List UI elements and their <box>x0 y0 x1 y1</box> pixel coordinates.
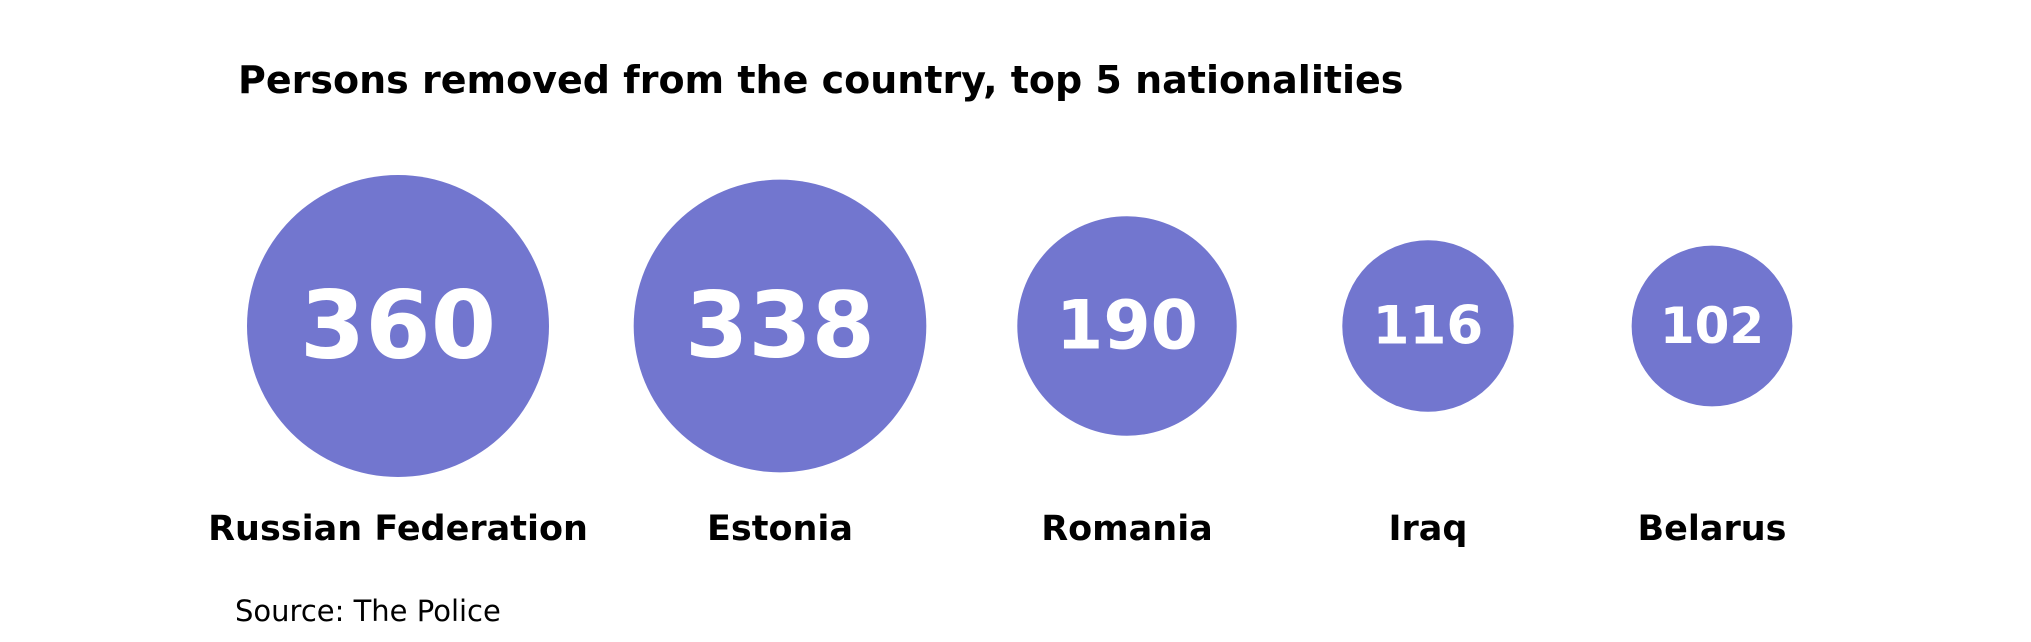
bubble-romania <box>1017 216 1237 436</box>
bubble-russian-federation <box>247 175 549 477</box>
category-label-belarus: Belarus <box>1637 509 1786 549</box>
category-label-estonia: Estonia <box>707 509 853 549</box>
bubble-value-estonia: 338 <box>685 274 875 379</box>
category-label-russian-federation: Russian Federation <box>208 509 588 549</box>
bubbles-layer: 360 338 190 116 102 <box>247 175 1793 477</box>
bubble-value-russian-federation: 360 <box>300 272 496 381</box>
category-labels-layer: Russian Federation Estonia Romania Iraq Bela… <box>208 509 1786 549</box>
category-label-romania: Romania <box>1041 509 1213 549</box>
bubble-estonia <box>633 179 927 473</box>
bubble-iraq <box>1342 240 1514 412</box>
bubble-value-romania: 190 <box>1056 287 1198 366</box>
bubble-value-belarus: 102 <box>1660 297 1764 355</box>
source-note: Source: The Police <box>235 594 501 628</box>
bubble-chart: 360 338 190 116 102 Russian Federation Estoni… <box>208 175 1793 549</box>
chart-title: Persons removed from the country, top 5 … <box>238 58 1404 102</box>
category-label-iraq: Iraq <box>1389 509 1468 549</box>
bubble-value-iraq: 116 <box>1373 296 1484 357</box>
bubble-belarus <box>1631 245 1793 407</box>
